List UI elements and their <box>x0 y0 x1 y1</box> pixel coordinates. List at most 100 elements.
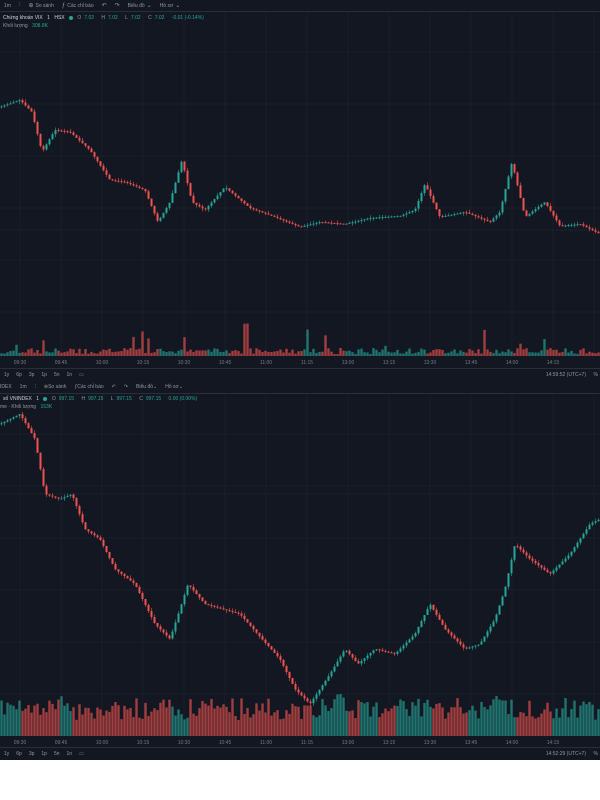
volume-bar <box>528 352 531 356</box>
range-button-3p[interactable]: 3p <box>28 750 35 757</box>
range-button-6p[interactable]: 6p <box>16 750 22 757</box>
time-axis-label: 11:15 <box>301 360 313 366</box>
redo-button[interactable]: ↷ <box>115 2 120 9</box>
volume-bar <box>147 715 150 736</box>
volume-bar <box>429 352 432 356</box>
interval-button[interactable]: 1m <box>4 3 11 9</box>
candle <box>345 223 348 225</box>
compare-button[interactable]: ⊕So sánh <box>28 2 53 10</box>
volume-bar <box>369 353 372 356</box>
range-button-1p[interactable]: 1p <box>41 750 47 757</box>
calendar-icon[interactable]: ▭ <box>79 371 84 378</box>
price-chart-vnindex[interactable]: 09:30 09:45 10:00 10:15 10:30 10:45 11:00 11:15… <box>0 394 600 748</box>
indicators-button[interactable]: ƒCác chỉ báo <box>74 384 103 390</box>
range-button-1n[interactable]: 1n <box>66 371 73 378</box>
range-button-1y[interactable]: 1y <box>4 750 10 757</box>
volume-bar <box>252 353 255 356</box>
candle <box>312 698 315 704</box>
candle <box>66 495 69 498</box>
volume-bar <box>519 343 522 356</box>
candle <box>519 546 522 550</box>
candle <box>42 469 45 486</box>
candle <box>369 217 372 219</box>
undo-button[interactable]: ↶ <box>102 2 107 9</box>
volume-bar <box>339 693 342 736</box>
candle <box>135 582 138 587</box>
candle <box>597 519 600 522</box>
volume-bar <box>270 715 273 736</box>
volume-bar <box>114 351 117 356</box>
volume-bar <box>276 710 279 736</box>
percent-toggle[interactable]: % <box>593 371 598 378</box>
volume-bar <box>114 701 117 736</box>
candle-type-button[interactable]: ⫶ <box>19 2 21 9</box>
candle <box>117 180 120 182</box>
candle <box>513 546 516 560</box>
candle <box>540 204 543 207</box>
volume-bar <box>366 352 369 356</box>
candle <box>120 571 123 574</box>
undo-button[interactable]: ↶ <box>112 384 116 390</box>
volume-bar <box>285 710 288 736</box>
chart-panel-vnindex[interactable]: IDEX 1m ⫶ ⊕So sánh ƒCác chỉ báo ↶ ↷ Biểu… <box>0 380 600 760</box>
chart-type-dropdown[interactable]: Biểu đồ⌄ <box>128 2 152 10</box>
candle <box>303 225 306 227</box>
candle <box>291 678 294 684</box>
candle <box>159 217 162 221</box>
candle <box>384 650 387 652</box>
volume-bar <box>408 715 411 736</box>
candle <box>408 212 411 214</box>
candle <box>294 684 297 690</box>
candle <box>234 611 237 613</box>
volume-bar <box>63 352 66 356</box>
chart-type-dropdown[interactable]: Biểu đồ⌄ <box>136 384 157 390</box>
profile-dropdown[interactable]: Hồ sơ⌄ <box>160 2 181 10</box>
volume-bar <box>525 716 528 736</box>
range-button-5n[interactable]: 5n <box>53 750 60 757</box>
candle <box>423 615 426 621</box>
volume-bar <box>561 708 564 736</box>
volume-bar <box>24 708 27 736</box>
volume-bar <box>18 352 21 356</box>
candle <box>495 215 498 219</box>
candle <box>558 564 561 568</box>
calendar-icon[interactable]: ▭ <box>79 750 84 757</box>
candle-type-button[interactable]: ⫶ <box>35 384 36 390</box>
range-button-1y[interactable]: 1y <box>4 371 10 378</box>
range-button-1n[interactable]: 1n <box>66 750 73 757</box>
candle <box>561 561 564 565</box>
redo-button[interactable]: ↷ <box>124 384 128 390</box>
volume-bar <box>585 353 588 356</box>
volume-bar <box>543 339 546 356</box>
interval-button[interactable]: 1m <box>20 384 27 390</box>
candle <box>132 580 135 583</box>
candle <box>213 199 216 203</box>
candle <box>249 205 252 209</box>
candle <box>480 641 483 645</box>
symbol-search-button[interactable]: IDEX <box>0 384 12 390</box>
candle <box>459 212 462 214</box>
volume-bar <box>378 717 381 736</box>
range-button-3p[interactable]: 3p <box>28 371 35 378</box>
price-chart-vix[interactable]: 09:30 09:45 10:00 10:15 10:30 10:45 11:00 11:15… <box>0 12 600 368</box>
candle <box>216 606 219 608</box>
candle <box>102 540 105 546</box>
candle <box>525 552 528 556</box>
candle <box>228 188 231 191</box>
compare-button[interactable]: ⊕So sánh <box>44 384 67 390</box>
candle <box>225 188 228 190</box>
volume-bar <box>177 350 180 356</box>
candle <box>495 614 498 622</box>
candle <box>183 594 186 605</box>
chart-panel-vix[interactable]: 1m ⫶ ⊕ So sánh ƒ Các chỉ báo ↶ ↷ Biểu đồ ⌄ … <box>0 0 600 380</box>
close-value: 997.15 <box>145 396 162 402</box>
range-button-5n[interactable]: 5n <box>53 371 60 378</box>
candle <box>240 198 243 201</box>
range-button-6p[interactable]: 6p <box>16 371 22 378</box>
clock-label: 14:52:29 (UTC+7) <box>545 750 586 757</box>
range-button-1p[interactable]: 1p <box>41 371 47 378</box>
percent-toggle[interactable]: % <box>593 750 598 757</box>
volume-bar <box>414 352 417 356</box>
profile-dropdown[interactable]: Hồ sơ⌄ <box>165 384 183 390</box>
